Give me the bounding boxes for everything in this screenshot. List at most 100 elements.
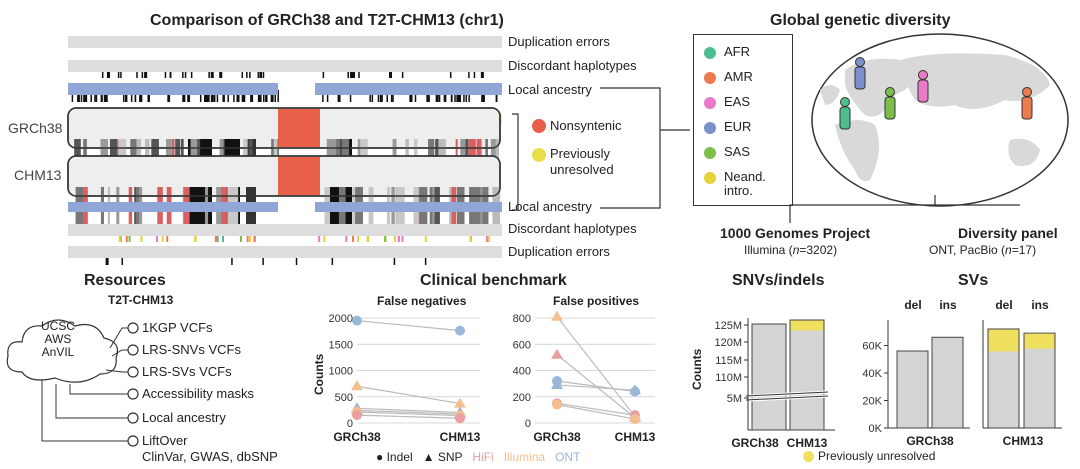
snp-point	[551, 348, 563, 359]
sv-group-label: CHM13	[1003, 434, 1044, 448]
track-tick	[409, 90, 411, 102]
discordant-track-top	[68, 60, 502, 72]
ancestry-segment	[118, 232, 121, 242]
indel-marker-icon: ●	[376, 450, 384, 464]
track-tick	[90, 90, 92, 102]
resource-item-local-ancestry[interactable]: Local ancestry	[142, 410, 226, 425]
track-tick	[199, 90, 202, 102]
indel-point	[552, 399, 562, 410]
y-tick-label: 600	[513, 339, 531, 351]
track-tick	[187, 90, 189, 102]
track-tick	[369, 90, 371, 102]
track-tick	[242, 90, 245, 102]
track-tick	[377, 90, 380, 102]
track-tick	[204, 90, 208, 102]
project1-detail: Illumina (n=3202)	[744, 243, 838, 257]
svs-chart: 0K 20K 40K 60K del ins del ins GRCh38 CHM13	[862, 298, 1062, 448]
track-tick	[456, 90, 460, 102]
resource-item-accessibility[interactable]: Accessibility masks	[142, 386, 254, 401]
track-tick	[95, 90, 98, 102]
series-line	[556, 404, 636, 420]
track-tick	[83, 90, 85, 102]
track-tick	[392, 90, 394, 102]
resource-node-icon	[127, 344, 139, 356]
series-line	[556, 316, 636, 417]
sv-category-label: del	[995, 298, 1012, 312]
y-tick-label: 800	[513, 313, 531, 325]
track-tick	[168, 90, 170, 102]
track-tick	[105, 90, 107, 102]
resource-item-liftover[interactable]: LiftOver	[142, 433, 188, 448]
population-legend-item: EUR	[704, 120, 751, 134]
resource-node-icon	[127, 412, 139, 424]
track-tick	[250, 90, 254, 102]
track-tick	[222, 90, 224, 102]
x-tick-label: GRCh38	[731, 436, 779, 450]
y-tick-label: 110M	[715, 372, 742, 384]
resource-item-lrs-snvs[interactable]: LRS-SNVs VCFs	[142, 342, 241, 357]
population-legend-item: EAS	[704, 95, 750, 109]
ancestry-segment	[357, 232, 360, 242]
track-tick	[77, 90, 79, 102]
hifi-legend-label: HiFi	[472, 450, 494, 464]
ancestry-segment	[194, 232, 197, 242]
track-tick	[121, 254, 124, 265]
snvs-title: SNVs/indels	[732, 272, 825, 289]
unresolved-legend-text: Previously unresolved	[818, 449, 936, 463]
ancestry-segment	[345, 232, 348, 242]
resource-item-lrs-svs[interactable]: LRS-SVs VCFs	[142, 364, 232, 379]
ancestry-segment	[222, 232, 225, 242]
y-tick-label: 5M	[727, 393, 742, 405]
population-color-dot	[704, 122, 716, 134]
track-tick	[454, 90, 456, 102]
track-tick	[231, 254, 233, 265]
population-color-dot	[704, 47, 716, 59]
track-label-discordant-bottom: Discordant haplotypes	[508, 221, 637, 236]
track-tick	[241, 90, 244, 102]
track-tick	[468, 90, 470, 102]
person-icon	[884, 87, 896, 120]
resource-node-icon	[127, 366, 139, 378]
y-tick-label: 2000	[329, 313, 353, 325]
population-color-dot	[704, 172, 716, 184]
population-code: EAS	[724, 94, 751, 109]
y-tick-label: 200	[513, 392, 531, 404]
track-tick	[140, 90, 143, 102]
track-tick	[438, 90, 441, 102]
track-tick	[147, 90, 149, 102]
y-tick-label: 0	[347, 418, 353, 430]
ancestry-segment	[393, 232, 396, 242]
cloud-label-ucsc: UCSC	[40, 319, 75, 333]
ancestry-track-bottom-left	[68, 202, 278, 212]
snp-legend-label: SNP	[437, 450, 463, 464]
y-tick-label: 125M	[714, 320, 742, 332]
x-tick-label: CHM13	[615, 430, 656, 444]
axis-break	[745, 391, 829, 401]
track-label-ancestry-top: Local ancestry	[508, 82, 592, 97]
track-tick	[459, 90, 462, 102]
track-tick	[105, 254, 109, 265]
resources-title: Resources	[84, 272, 166, 289]
fn-ylabel: Counts	[312, 353, 326, 395]
indel-legend-label: Indel	[386, 450, 413, 464]
track-tick	[139, 90, 143, 102]
snp-marker-icon: ▲	[422, 450, 435, 464]
series-line	[356, 409, 461, 415]
track-tick	[435, 90, 439, 102]
track-tick	[213, 90, 216, 102]
person-icon	[1021, 87, 1033, 120]
benchmark-title: Clinical benchmark	[420, 272, 567, 289]
project1-name: 1000 Genomes Project	[720, 225, 871, 241]
resource-item-1kgp[interactable]: 1KGP VCFs	[142, 320, 213, 335]
assembly-label-chm13: CHM13	[14, 167, 62, 183]
ancestry-segment	[125, 232, 128, 242]
population-legend-item: AFR	[704, 45, 750, 59]
ancestry-segment	[384, 232, 387, 242]
track-tick	[465, 90, 468, 102]
track-tick	[390, 90, 393, 102]
unresolved-legend-dot	[532, 148, 546, 162]
population-legend-item: SAS	[704, 145, 750, 159]
resource-node-icon	[127, 322, 139, 334]
population-code: SAS	[724, 144, 751, 159]
unresolved-legend-label: Previously unresolved	[550, 146, 614, 177]
